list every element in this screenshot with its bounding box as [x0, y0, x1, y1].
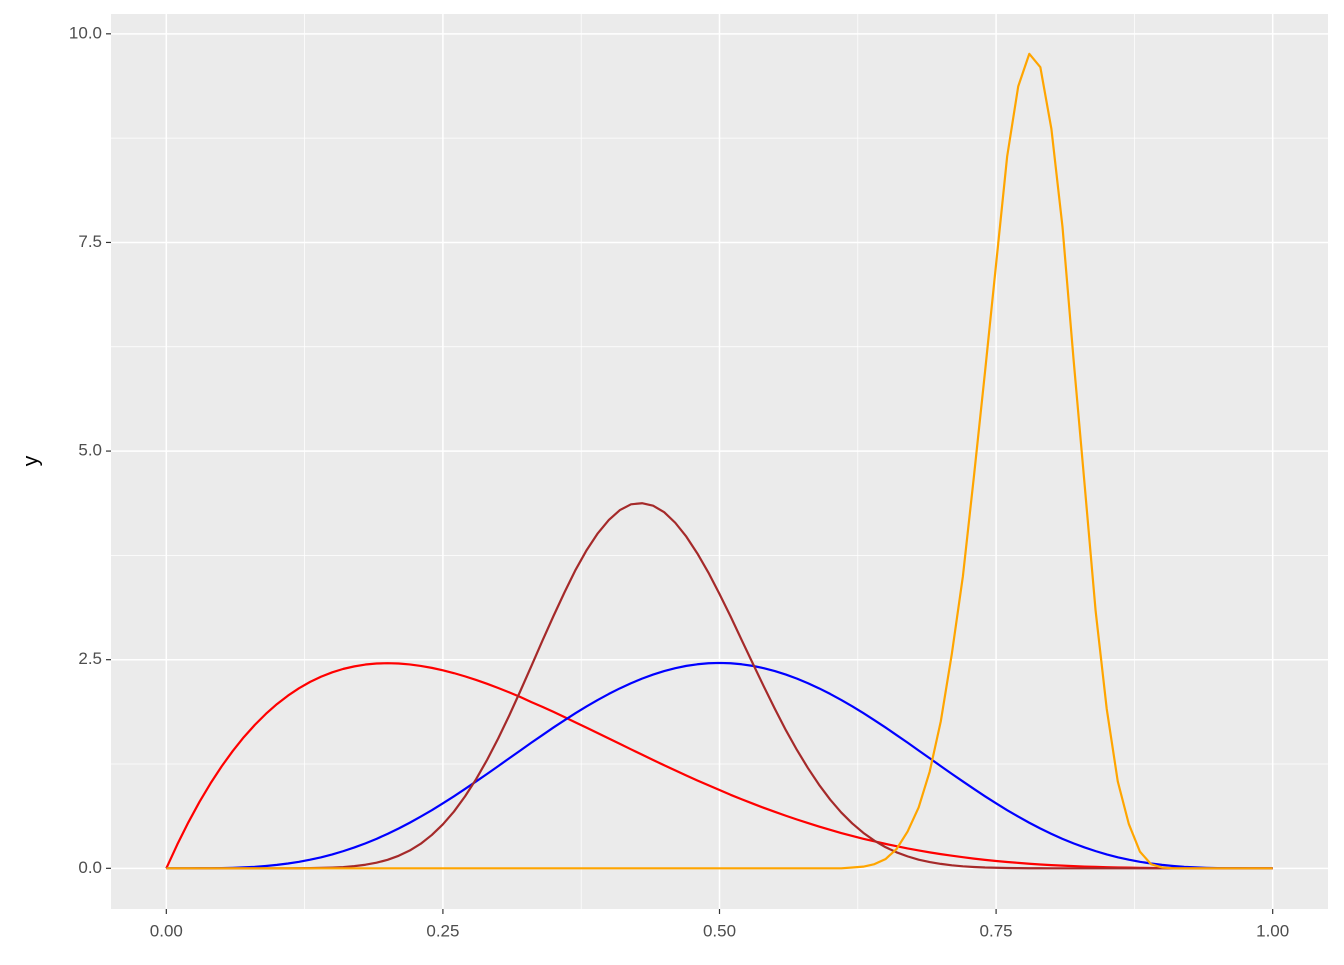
y-tick-label: 10.0 [69, 23, 102, 42]
y-tick-label: 0.0 [78, 858, 102, 877]
x-tick-label: 0.50 [703, 921, 736, 940]
y-tick-label: 2.5 [78, 649, 102, 668]
x-tick-label: 0.00 [150, 921, 183, 940]
y-tick-label: 5.0 [78, 441, 102, 460]
series-line [165, 662, 1273, 870]
series-line [166, 52, 1273, 870]
x-tick-label: 0.25 [426, 921, 459, 940]
series-line [166, 502, 1273, 870]
x-tick-label: 0.75 [980, 921, 1013, 940]
series-line [166, 661, 1273, 870]
y-tick-label: 7.5 [78, 232, 102, 251]
x-tick-label: 1.00 [1256, 921, 1289, 940]
y-axis-title: y [20, 455, 43, 466]
